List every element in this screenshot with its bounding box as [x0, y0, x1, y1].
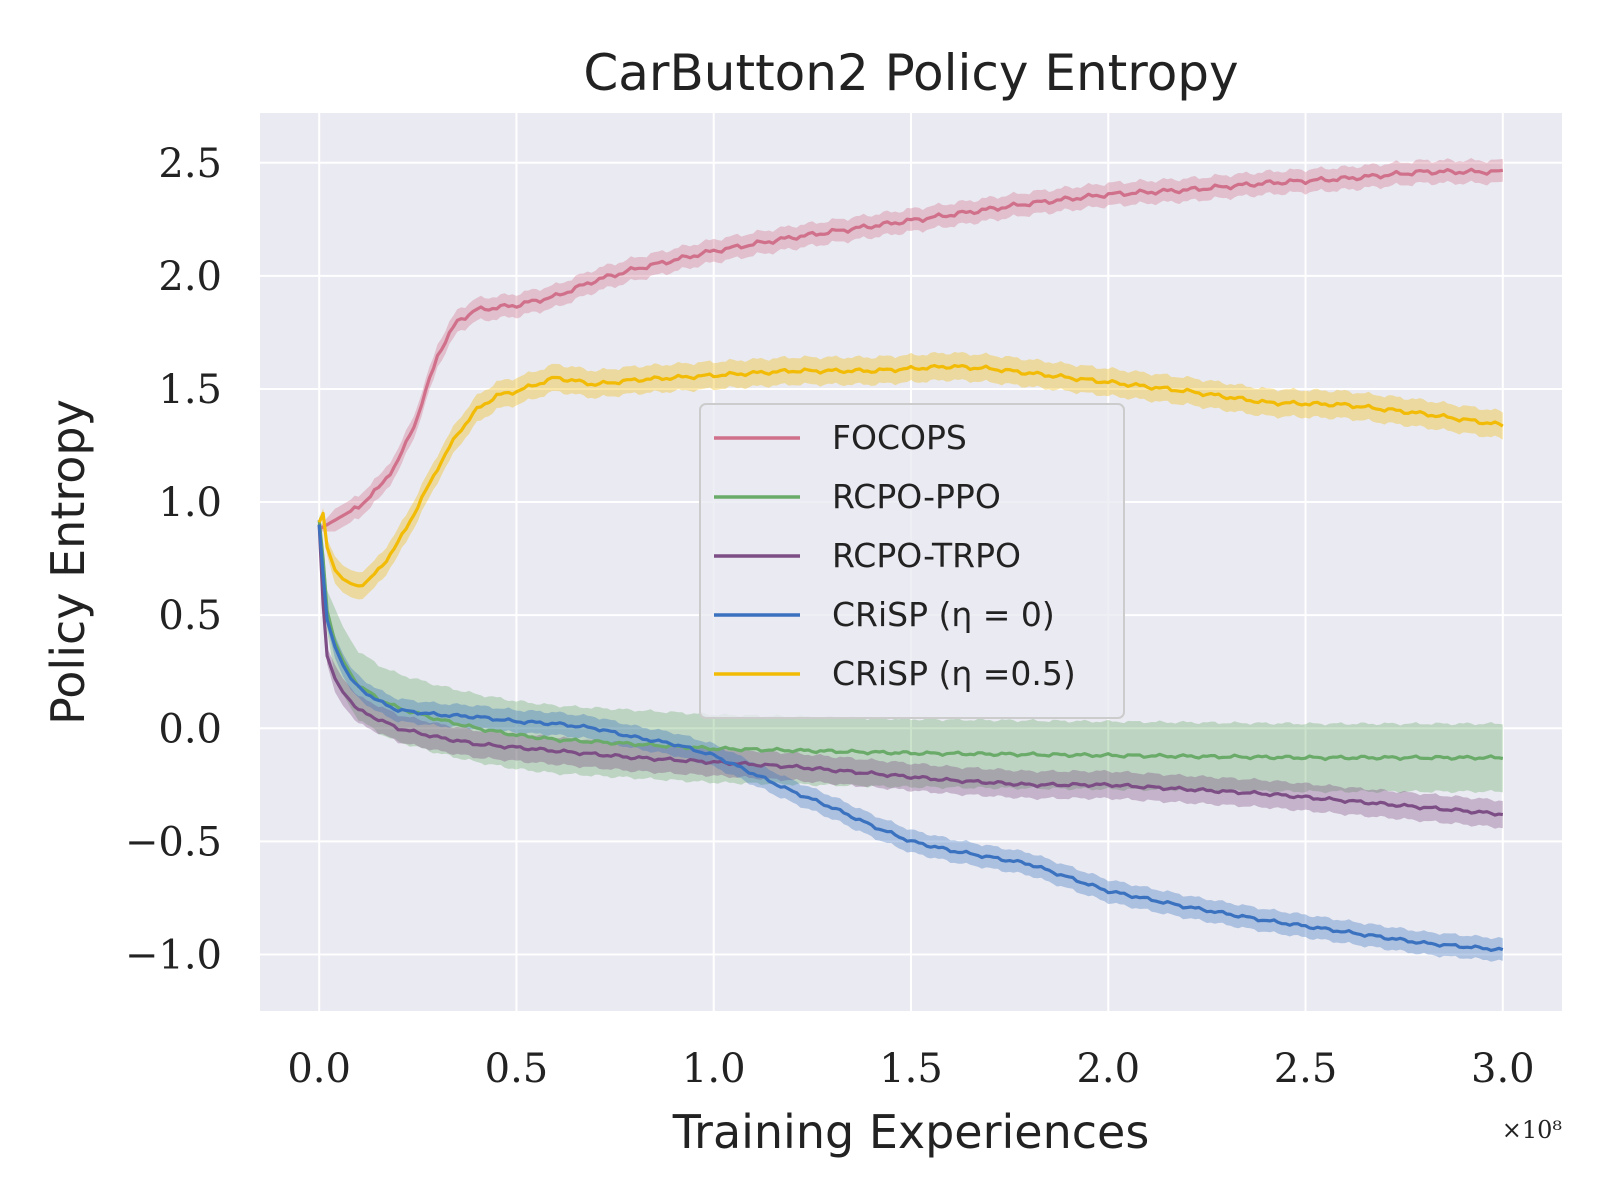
series-line [317, 524, 1504, 817]
y-tick-label: 2.5 [158, 141, 222, 187]
series-line [317, 524, 1504, 953]
series-line [318, 167, 1504, 531]
legend-box [699, 403, 1125, 719]
x-axis-label: Training Experiences [672, 1105, 1150, 1159]
y-axis-label: Policy Entropy [41, 399, 95, 725]
legend: FOCOPS RCPO-PPO RCPO-TRPO CRiSP (η = 0) CRiS… [699, 403, 1125, 719]
legend-label: FOCOPS [832, 418, 967, 457]
y-tick-label: 0.5 [158, 593, 222, 639]
series-line [317, 364, 1504, 588]
x-tick-label: 0.5 [485, 1046, 549, 1092]
confidence-band [319, 522, 1503, 829]
y-tick-label: 2.0 [158, 254, 222, 300]
y-tick-labels: −1.0 −0.5 0.0 0.5 1.0 1.5 2.0 2.5 [125, 141, 222, 979]
legend-label: CRiSP (η =0.5) [832, 654, 1076, 693]
x-tick-label: 0.0 [287, 1046, 351, 1092]
x-tick-label: 3.0 [1471, 1046, 1535, 1092]
y-tick-label: −1.0 [125, 932, 222, 978]
x-offset-label: ×10⁸ [1502, 1116, 1562, 1144]
confidence-band [319, 513, 1503, 794]
confidence-bands [319, 158, 1503, 962]
legend-label: RCPO-PPO [832, 477, 1001, 516]
x-tick-labels: 0.0 0.5 1.0 1.5 2.0 2.5 3.0 [287, 1046, 1534, 1092]
legend-items: FOCOPS RCPO-PPO RCPO-TRPO CRiSP (η = 0) CRiS… [714, 418, 1076, 693]
y-tick-label: 1.5 [158, 367, 222, 413]
legend-label: RCPO-TRPO [832, 536, 1021, 575]
x-tick-label: 1.0 [682, 1046, 746, 1092]
chart-title: CarButton2 Policy Entropy [583, 44, 1238, 102]
legend-label: CRiSP (η = 0) [832, 595, 1055, 634]
y-tick-label: 0.0 [158, 706, 222, 752]
y-tick-label: 1.0 [158, 480, 222, 526]
y-tick-label: −0.5 [125, 819, 222, 865]
series-line [317, 520, 1504, 762]
series-lines [317, 167, 1504, 953]
x-tick-label: 2.0 [1076, 1046, 1140, 1092]
x-tick-label: 1.5 [879, 1046, 943, 1092]
x-tick-label: 2.5 [1274, 1046, 1338, 1092]
